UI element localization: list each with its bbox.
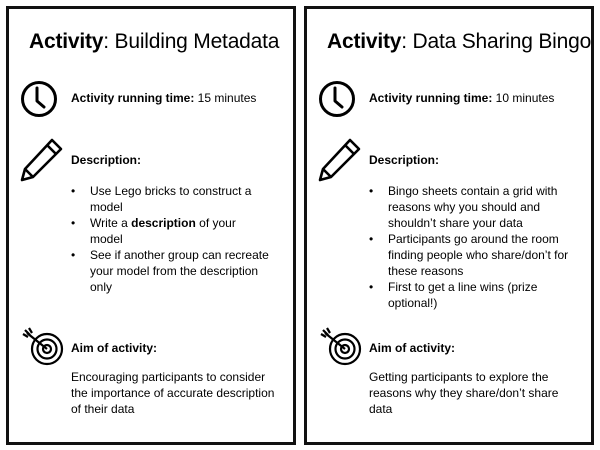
- target-icon: [320, 327, 362, 366]
- description-list: Bingo sheets contain a grid with reasons…: [369, 183, 569, 311]
- bullet-text: description: [131, 216, 196, 230]
- description-bullet: First to get a line wins (prize optional…: [369, 279, 569, 311]
- bullet-text: Bingo sheets contain a grid with reasons…: [388, 184, 558, 230]
- description-heading: Description:: [369, 153, 440, 167]
- aim-heading: Aim of activity:: [369, 341, 456, 355]
- card-title: Activity: Data Sharing Bingo: [327, 30, 592, 53]
- bullet-text: See if another group can recreate your m…: [90, 248, 269, 294]
- pencil-icon: [20, 138, 63, 182]
- description-bullet: Write a description of your model: [71, 215, 271, 247]
- aim-heading: Aim of activity:: [71, 341, 158, 355]
- target-icon: [22, 327, 64, 366]
- clock-icon: [319, 81, 355, 117]
- bullet-text: Participants go around the room finding …: [388, 232, 569, 278]
- clock-icon: [21, 81, 57, 117]
- activity-card: Activity: Data Sharing Bingo Activity ru…: [304, 6, 594, 445]
- aim-text: Encouraging participants to consider the…: [71, 370, 275, 416]
- bullet-text: First to get a line wins (prize optional…: [388, 280, 538, 310]
- description-bullet: Participants go around the room finding …: [369, 231, 569, 279]
- running-time: Activity running time: 15 minutes: [71, 91, 257, 105]
- description-bullet: See if another group can recreate your m…: [71, 247, 271, 295]
- bullet-text: Write a: [90, 216, 132, 230]
- bullet-text: of your model: [90, 216, 236, 246]
- activity-card: Activity: Building Metadata Activity run…: [6, 6, 296, 445]
- pencil-icon: [318, 138, 361, 182]
- description-bullet: Bingo sheets contain a grid with reasons…: [369, 183, 569, 231]
- aim-text: Getting participants to explore the reas…: [369, 370, 559, 416]
- description-bullet: Use Lego bricks to construct a model: [71, 183, 271, 215]
- description-heading: Description:: [71, 153, 142, 167]
- bullet-text: Use Lego bricks to construct a model: [90, 184, 252, 214]
- description-list: Use Lego bricks to construct a modelWrit…: [71, 183, 271, 295]
- card-title: Activity: Building Metadata: [29, 30, 280, 53]
- running-time: Activity running time: 10 minutes: [369, 91, 555, 105]
